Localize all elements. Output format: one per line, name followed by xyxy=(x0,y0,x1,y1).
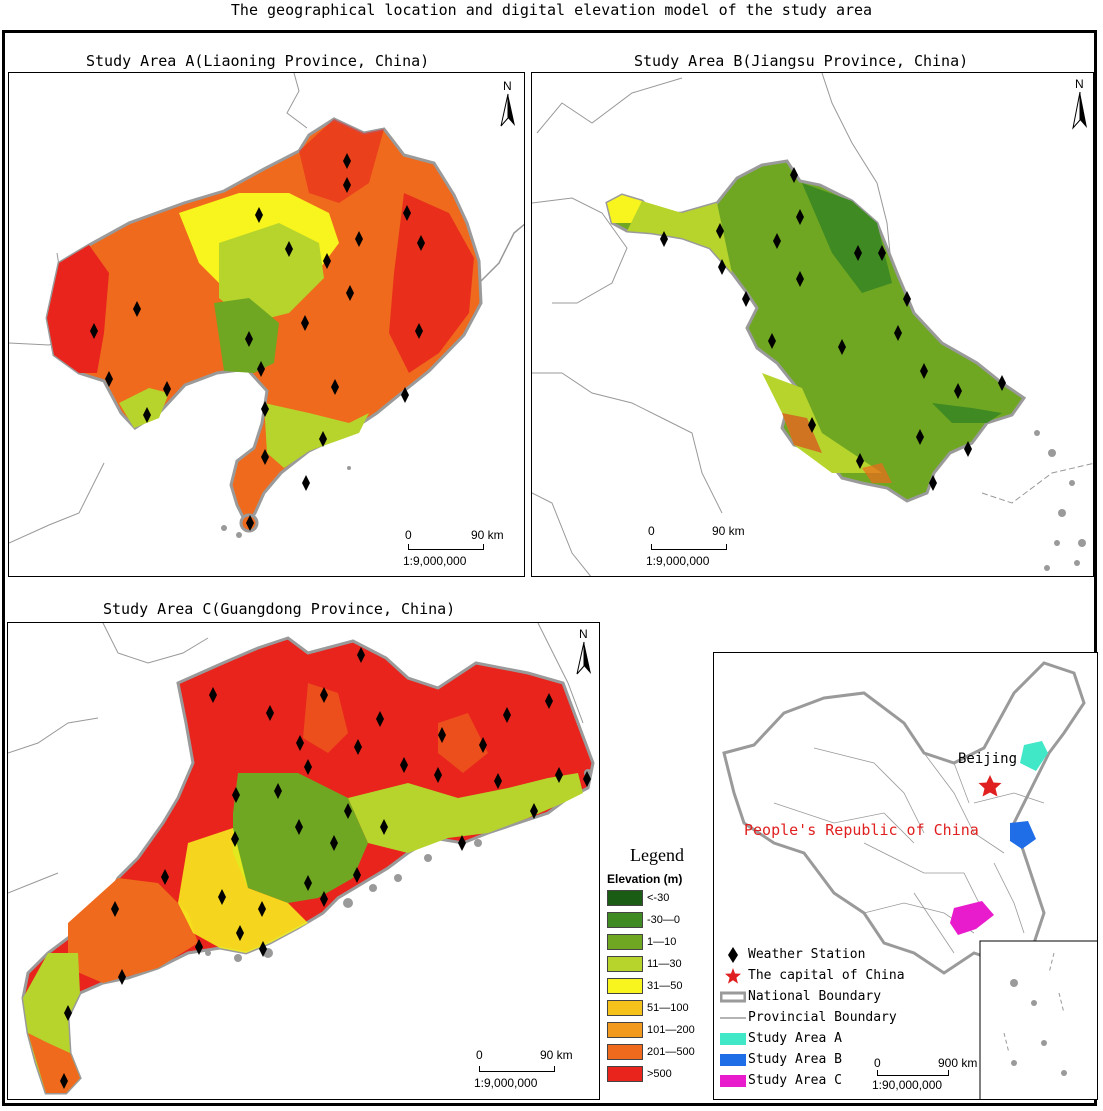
inset-legend-item: Weather Station xyxy=(720,944,905,965)
weather-stations-a xyxy=(90,153,425,531)
liaoning-dem-map xyxy=(9,73,524,544)
legend-swatch xyxy=(607,1065,643,1082)
legend-label: 201—500 xyxy=(647,1045,695,1058)
inset-legend-label: The capital of China xyxy=(748,968,905,983)
legend-swatch xyxy=(607,933,643,950)
inset-legend-item: The capital of China xyxy=(720,965,905,986)
inset-legend-label: Weather Station xyxy=(748,947,866,962)
inset-legend-label: National Boundary xyxy=(748,989,882,1004)
panel-a-title: Study Area A(Liaoning Province, China) xyxy=(86,52,430,70)
panel-c-map xyxy=(7,622,600,1100)
svg-text:N: N xyxy=(579,627,588,641)
weather-stations-c xyxy=(60,647,591,1089)
inset-legend-item: National Boundary xyxy=(720,986,905,1007)
legend-subtitle: Elevation (m) xyxy=(607,872,683,886)
legend-item: 101—200 xyxy=(607,1019,707,1040)
inset-legend-item: Provincial Boundary xyxy=(720,1007,905,1028)
study-area-swatch-icon xyxy=(720,1074,746,1088)
north-arrow-icon: N xyxy=(574,626,594,682)
legend-item: -30—0 xyxy=(607,909,707,930)
legend-label: >500 xyxy=(647,1067,672,1080)
star-icon xyxy=(720,967,746,984)
inset-china-map: Beijing People's Republic of China xyxy=(713,652,1098,1100)
inset-legend-item: Study Area A xyxy=(720,1028,905,1049)
legend-label: 31—50 xyxy=(647,979,683,992)
legend-swatch xyxy=(607,911,643,928)
legend-swatch xyxy=(607,977,643,994)
legend-label: -30—0 xyxy=(647,913,681,926)
elevation-legend: Legend Elevation (m) <-30 -30—0 1—10 11—30 3… xyxy=(607,845,707,1084)
inset-legend-label: Study Area B xyxy=(748,1052,842,1067)
figure-title: The geographical location and digital el… xyxy=(230,1,873,19)
legend-label: 11—30 xyxy=(647,957,682,970)
legend-swatch xyxy=(607,1043,643,1060)
legend-swatch xyxy=(607,1021,643,1038)
legend-label: 51—100 xyxy=(647,1001,689,1014)
legend-item: >500 xyxy=(607,1063,707,1084)
guangdong-dem-map xyxy=(8,623,595,1095)
inset-legend: Weather Station The capital of China Natio… xyxy=(720,944,905,1091)
legend-item: 201—500 xyxy=(607,1041,707,1062)
north-arrow-icon: N xyxy=(1070,76,1090,136)
beijing-star-icon xyxy=(978,775,1002,797)
legend-item: 1—10 xyxy=(607,931,707,952)
panel-c-title: Study Area C(Guangdong Province, China) xyxy=(103,600,456,618)
svg-text:N: N xyxy=(1075,77,1084,91)
diamond-icon xyxy=(720,946,746,963)
china-overview-map xyxy=(722,661,1097,1099)
figure-frame xyxy=(2,30,1097,1106)
provincial-boundary-icon xyxy=(720,1012,746,1024)
legend-item: 31—50 xyxy=(607,975,707,996)
legend-swatch xyxy=(607,955,643,972)
panel-b-title: Study Area B(Jiangsu Province, China) xyxy=(634,52,969,70)
inset-legend-label: Study Area A xyxy=(748,1031,842,1046)
beijing-label: Beijing xyxy=(958,751,1018,767)
national-boundary-icon xyxy=(720,991,746,1003)
legend-label: 101—200 xyxy=(647,1023,695,1036)
inset-legend-label: Study Area C xyxy=(748,1073,842,1088)
legend-swatch xyxy=(607,889,643,906)
inset-legend-item: Study Area B xyxy=(720,1049,905,1070)
weather-stations-b xyxy=(660,167,1006,491)
legend-item: 11—30 xyxy=(607,953,707,974)
jiangsu-dem-map xyxy=(532,73,1093,576)
legend-label: <-30 xyxy=(647,891,670,904)
panel-a-map xyxy=(8,72,525,577)
north-arrow-icon: N xyxy=(498,78,518,134)
legend-title: Legend xyxy=(630,845,684,865)
study-area-swatch-icon xyxy=(720,1032,746,1046)
legend-label: 1—10 xyxy=(647,935,677,948)
north-label: N xyxy=(503,79,512,93)
panel-b-map xyxy=(531,72,1094,577)
country-label: People's Republic of China xyxy=(744,821,979,839)
inset-legend-item: Study Area C xyxy=(720,1070,905,1091)
legend-item: <-30 xyxy=(607,887,707,908)
inset-legend-label: Provincial Boundary xyxy=(748,1010,897,1025)
legend-item: 51—100 xyxy=(607,997,707,1018)
study-area-swatch-icon xyxy=(720,1053,746,1067)
legend-swatch xyxy=(607,999,643,1016)
